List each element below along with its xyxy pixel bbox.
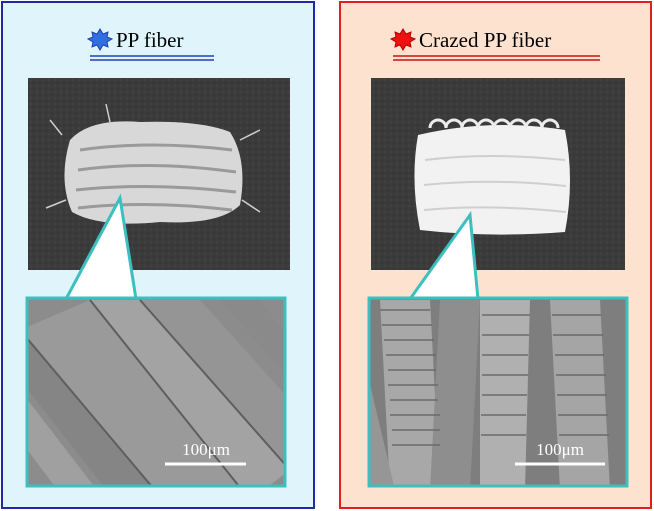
panel-title: PP fiber — [116, 28, 183, 52]
sem-frame — [25, 296, 287, 488]
sem-fibers — [27, 299, 285, 486]
star-icon — [86, 28, 114, 51]
fabric — [414, 118, 570, 235]
sem-frame — [367, 296, 629, 488]
scale-label: 100μm — [536, 440, 584, 459]
scale-label: 100μm — [182, 440, 230, 459]
star-icon — [389, 28, 417, 51]
sem-fibers — [369, 300, 610, 486]
panel-title: Crazed PP fiber — [419, 28, 551, 52]
fabric — [45, 103, 261, 224]
